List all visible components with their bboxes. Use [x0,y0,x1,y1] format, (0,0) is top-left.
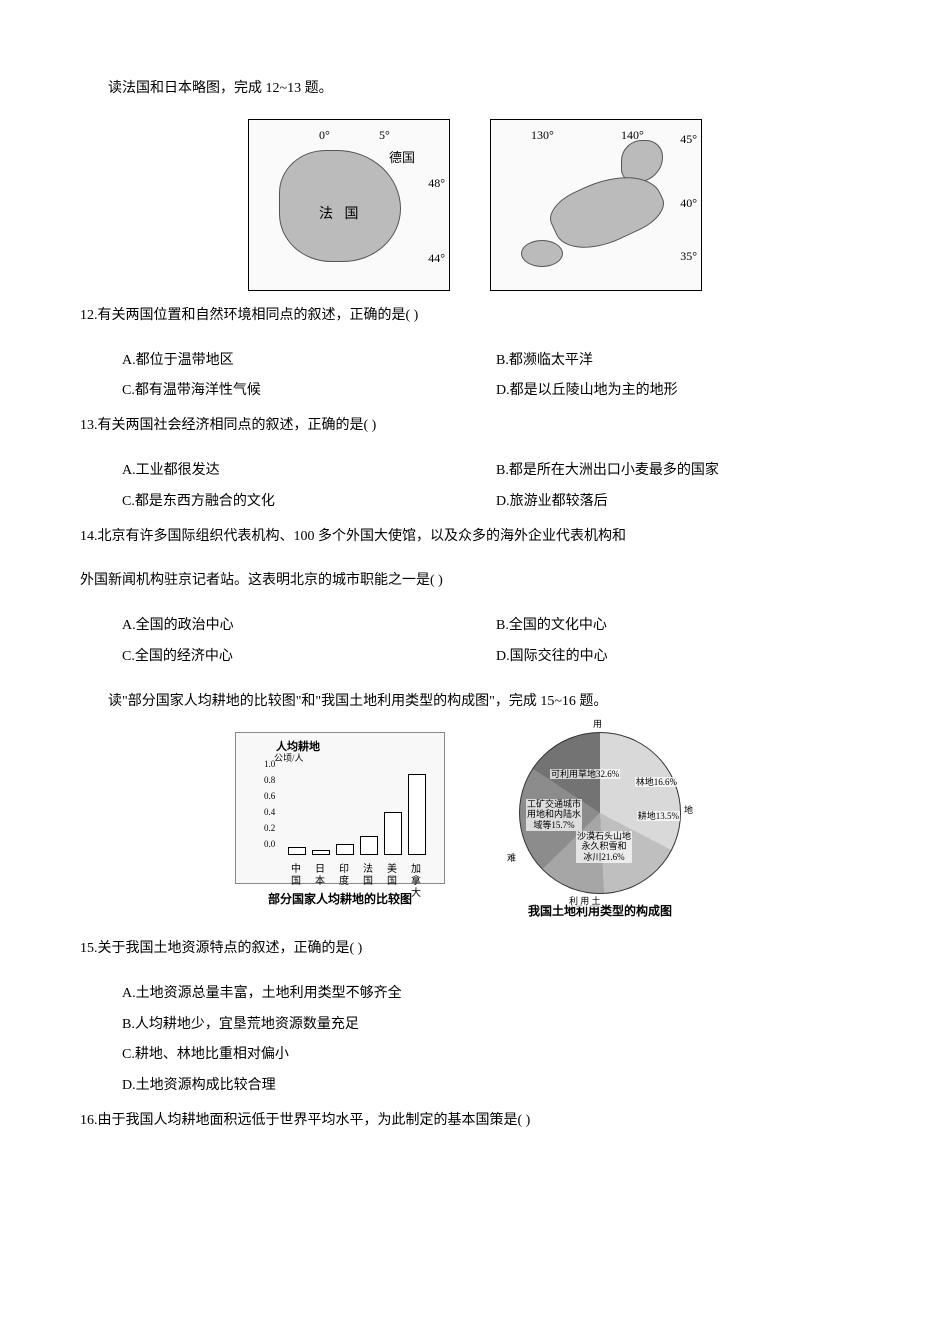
france-label: 法 国 [319,200,363,231]
q14-stem2: 外国新闻机构驻京记者站。这表明北京的城市职能之一是( ) [80,566,870,597]
q14-opt-a: A.全国的政治中心 [122,611,496,642]
pie-ring-left: 难 [506,853,517,864]
maps-intro: 读法国和日本略图，完成 12~13 题。 [80,74,870,105]
pie-ring-top: 用 [592,719,603,730]
q15-opt-c: C.耕地、林地比重相对偏小 [122,1040,870,1071]
pie-seg-farm: 耕地13.5% [637,811,680,822]
bar-2 [336,844,354,855]
bar-4 [384,812,402,855]
pie-ring-right: 地 [683,805,694,816]
q13-opt-c: C.都是东西方融合的文化 [122,487,496,518]
japan-map: 130° 140° 45° 40° 35° [490,119,702,291]
bar-3 [360,836,378,855]
q14-stem1: 14.北京有许多国际组织代表机构、100 多个外国大使馆，以及众多的海外企业代表… [80,522,870,553]
france-lat-48: 48° [428,170,445,196]
q13-stem: 13.有关两国社会经济相同点的叙述，正确的是( ) [80,411,870,442]
pie-seg-urban: 工矿交通城市 用地和内陆水 域等15.7% [526,799,582,831]
pie-seg-desert: 沙漠石头山地 永久积雪和 冰川21.6% [576,831,632,863]
q15-opt-b: B.人均耕地少，宜垦荒地资源数量充足 [122,1010,870,1041]
bar-5 [408,774,426,854]
pie-seg-forest: 林地16.6% [635,777,678,788]
japan-hokkaido [621,140,663,182]
q12-opt-c: C.都有温带海洋性气候 [122,376,496,407]
q15-stem: 15.关于我国土地资源特点的叙述，正确的是( ) [80,934,870,965]
q13-opt-a: A.工业都很发达 [122,456,496,487]
q14-opt-c: C.全国的经济中心 [122,642,496,673]
france-lat-44: 44° [428,245,445,271]
q13-row2: C.都是东西方融合的文化 D.旅游业都较落后 [80,487,870,518]
charts-row: 人均耕地 公顷/人 1.0 0.8 0.6 0.4 0.2 0.0 中国日本印度… [80,732,870,924]
q12-row2: C.都有温带海洋性气候 D.都是以丘陵山地为主的地形 [80,376,870,407]
germany-label: 德国 [389,144,415,173]
japan-lat-45: 45° [680,126,697,152]
japan-kyushu [521,240,563,267]
bar-cat2-1: 本 [310,871,330,893]
bar-1 [312,850,330,854]
bar-0 [288,847,306,854]
q15-options: A.土地资源总量丰富，土地利用类型不够齐全 B.人均耕地少，宜垦荒地资源数量充足… [80,979,870,1102]
japan-lat-35: 35° [680,243,697,269]
q12-opt-a: A.都位于温带地区 [122,346,496,377]
q14-row2: C.全国的经济中心 D.国际交往的中心 [80,642,870,673]
q14-opt-b: B.全国的文化中心 [496,611,870,642]
q13-opt-d: D.旅游业都较落后 [496,487,870,518]
q14-opt-d: D.国际交往的中心 [496,642,870,673]
q12-opt-d: D.都是以丘陵山地为主的地形 [496,376,870,407]
japan-lon-130: 130° [531,122,554,148]
q16-stem: 16.由于我国人均耕地面积远低于世界平均水平，为此制定的基本国策是( ) [80,1106,870,1137]
q15-opt-a: A.土地资源总量丰富，土地利用类型不够齐全 [122,979,870,1010]
pie-seg-grass: 可利用草地32.6% [550,769,620,780]
q13-row1: A.工业都很发达 B.都是所在大洲出口小麦最多的国家 [80,456,870,487]
bar-chart-box: 人均耕地 公顷/人 1.0 0.8 0.6 0.4 0.2 0.0 中国日本印度… [235,732,445,924]
france-lon-0: 0° [319,122,330,148]
pie-chart-box: 用 地 利 用 土 难 可利用草地32.6% 林地16.6% 耕地13.5% 沙… [485,732,715,924]
bar-chart: 人均耕地 公顷/人 1.0 0.8 0.6 0.4 0.2 0.0 中国日本印度… [235,732,445,884]
pie-chart: 用 地 利 用 土 难 可利用草地32.6% 林地16.6% 耕地13.5% 沙… [519,732,681,894]
japan-lat-40: 40° [680,190,697,216]
ytick-6: 0.0 [264,835,275,855]
maps-figure-row: 0° 5° 48° 44° 德国 法 国 130° 140° 45° 40° 3… [80,119,870,291]
bar-unit: 公顷/人 [274,749,304,769]
bar-cat2-extra: 大 [406,883,426,905]
bar-cat2-3: 国 [358,871,378,893]
q14-row1: A.全国的政治中心 B.全国的文化中心 [80,611,870,642]
france-map: 0° 5° 48° 44° 德国 法 国 [248,119,450,291]
q12-stem: 12.有关两国位置和自然环境相同点的叙述，正确的是( ) [80,301,870,332]
q12-opt-b: B.都濒临太平洋 [496,346,870,377]
q12-row1: A.都位于温带地区 B.都濒临太平洋 [80,346,870,377]
q13-opt-b: B.都是所在大洲出口小麦最多的国家 [496,456,870,487]
bar-cat2-2: 度 [334,871,354,893]
charts-intro: 读"部分国家人均耕地的比较图"和"我国土地利用类型的构成图"，完成 15~16 … [80,687,870,718]
bar-cat2-4: 国 [382,871,402,893]
bar-cat2-0: 国 [286,871,306,893]
pie-ring-bottom: 利 用 土 [568,896,602,907]
q15-opt-d: D.土地资源构成比较合理 [122,1071,870,1102]
